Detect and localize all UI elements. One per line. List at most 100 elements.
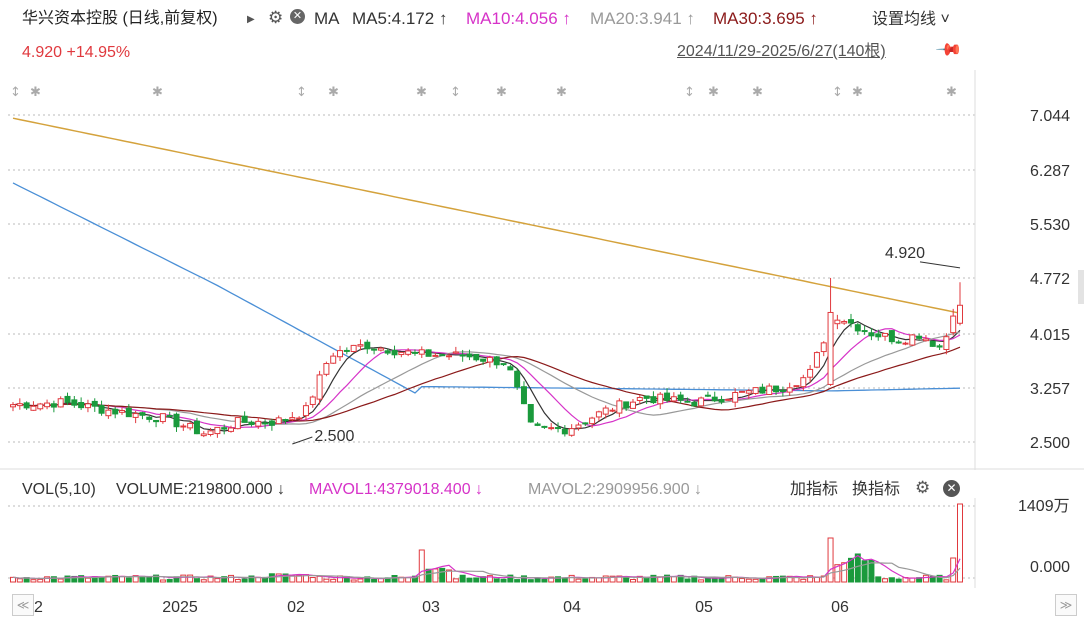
close-icon[interactable]: ✕ xyxy=(943,480,960,497)
set-ma-button[interactable]: 设置均线 ˅ xyxy=(872,11,950,28)
side-panel-handle[interactable] xyxy=(1078,270,1084,304)
candle xyxy=(561,428,568,435)
candle xyxy=(37,403,44,410)
close-icon[interactable]: ✕ xyxy=(290,9,305,24)
event-marker-icon: ✱ xyxy=(752,85,763,100)
volume-bar xyxy=(50,576,57,583)
candle xyxy=(446,355,453,358)
volume-bar xyxy=(112,574,119,583)
volume-bar xyxy=(595,577,602,583)
event-marker-icon: ✱ xyxy=(852,85,863,100)
candle xyxy=(820,342,827,353)
add-indicator-button[interactable]: 加指标 xyxy=(790,481,839,498)
volume-bar xyxy=(493,578,500,583)
volume-bar xyxy=(357,578,364,583)
volume-bar xyxy=(180,574,187,583)
volume-bar xyxy=(452,578,459,583)
volume-bar xyxy=(854,553,861,583)
play-icon[interactable]: ▶ xyxy=(247,14,255,25)
candle xyxy=(568,428,575,436)
volume-bar xyxy=(609,575,616,583)
candle xyxy=(602,407,609,415)
volume-bar xyxy=(670,576,677,583)
volume-bar xyxy=(548,576,555,583)
annotation-arrow xyxy=(919,261,961,269)
event-marker-icon: ✱ xyxy=(152,85,163,100)
volume-bar xyxy=(64,575,71,583)
volume-bar xyxy=(752,578,759,583)
y-tick-label: 5.530 xyxy=(1030,217,1070,234)
candle xyxy=(187,422,194,429)
candle xyxy=(316,374,323,400)
candle xyxy=(480,358,487,362)
candle xyxy=(377,347,384,351)
volume-bar xyxy=(159,579,166,583)
volume-bar xyxy=(371,578,378,583)
candle xyxy=(847,319,854,324)
volume-bar xyxy=(44,576,51,583)
candle xyxy=(309,396,316,405)
candle xyxy=(888,330,895,343)
volume-bar xyxy=(861,560,868,583)
scroll-right-button[interactable]: ≫ xyxy=(1055,594,1077,616)
mavol-line-mavol2 xyxy=(12,562,961,580)
volume-bar xyxy=(629,579,636,583)
volume-bar xyxy=(316,575,323,583)
event-marker-icon: ✱ xyxy=(30,85,41,100)
volume-chart[interactable]: 1409万 0.000 xyxy=(0,498,1084,588)
volume-bar xyxy=(704,577,711,583)
switch-indicator-button[interactable]: 换指标 xyxy=(852,481,901,498)
volume-bar xyxy=(520,575,527,583)
candle xyxy=(125,407,132,418)
candle xyxy=(384,350,391,354)
gear-icon[interactable]: ⚙ xyxy=(915,478,931,497)
volume-bar xyxy=(950,557,957,583)
candle xyxy=(711,396,718,402)
mavol1-value: MAVOL1:4379018.400 ↓ xyxy=(309,481,484,498)
candle xyxy=(180,425,187,428)
candle xyxy=(364,341,371,350)
candle xyxy=(868,332,875,337)
candle xyxy=(132,413,139,418)
ma-long-gold-line xyxy=(12,117,961,314)
candle xyxy=(418,349,425,355)
candle xyxy=(698,397,705,407)
volume-bar xyxy=(643,578,650,583)
volume-bar xyxy=(875,576,882,583)
y-tick-label: 1409万 xyxy=(1018,498,1070,515)
volume-bar xyxy=(84,577,91,583)
volume-bar xyxy=(773,575,780,583)
scroll-left-button[interactable]: ≪ xyxy=(12,594,34,616)
candle xyxy=(50,403,57,408)
date-range-link[interactable]: 2024/11/29-2025/6/27(140根) xyxy=(677,43,886,60)
ma-line-ma30 xyxy=(12,346,961,422)
candle xyxy=(677,394,684,401)
annotation-arrow xyxy=(292,436,313,445)
candle xyxy=(800,377,807,388)
volume-bar xyxy=(268,573,275,583)
pin-icon[interactable]: 📌 xyxy=(934,35,964,64)
candle xyxy=(616,400,623,414)
candle xyxy=(854,324,861,332)
candle xyxy=(30,405,37,411)
x-tick-label: 2025 xyxy=(162,599,198,616)
ma30-value: MA30:3.695 ↑ xyxy=(713,9,818,28)
x-tick-label: 03 xyxy=(422,599,440,616)
volume-bar xyxy=(698,579,705,583)
candlestick-chart[interactable]: 7.044 6.287 5.530 4.772 4.015 3.257 2.500 4.920… xyxy=(0,70,1084,470)
volume-bar xyxy=(418,549,425,583)
volume-bar xyxy=(200,579,207,583)
volume-bar xyxy=(364,576,371,583)
candle xyxy=(282,419,289,422)
candle xyxy=(302,405,309,417)
volume-bar xyxy=(718,577,725,583)
ma-line-ma5 xyxy=(12,320,961,432)
stock-title[interactable]: 华兴资本控股 (日线,前复权) xyxy=(22,10,218,27)
volume-bar xyxy=(827,537,834,583)
volume-bar xyxy=(813,576,820,583)
candle xyxy=(507,366,514,371)
gear-icon[interactable]: ⚙ xyxy=(268,8,284,27)
candle xyxy=(452,351,459,354)
candle xyxy=(221,427,228,430)
candle xyxy=(643,395,650,399)
